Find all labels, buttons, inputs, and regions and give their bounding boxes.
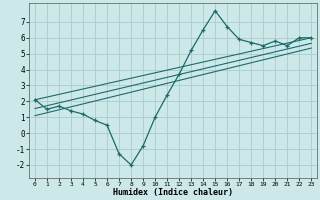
X-axis label: Humidex (Indice chaleur): Humidex (Indice chaleur) xyxy=(113,188,233,197)
